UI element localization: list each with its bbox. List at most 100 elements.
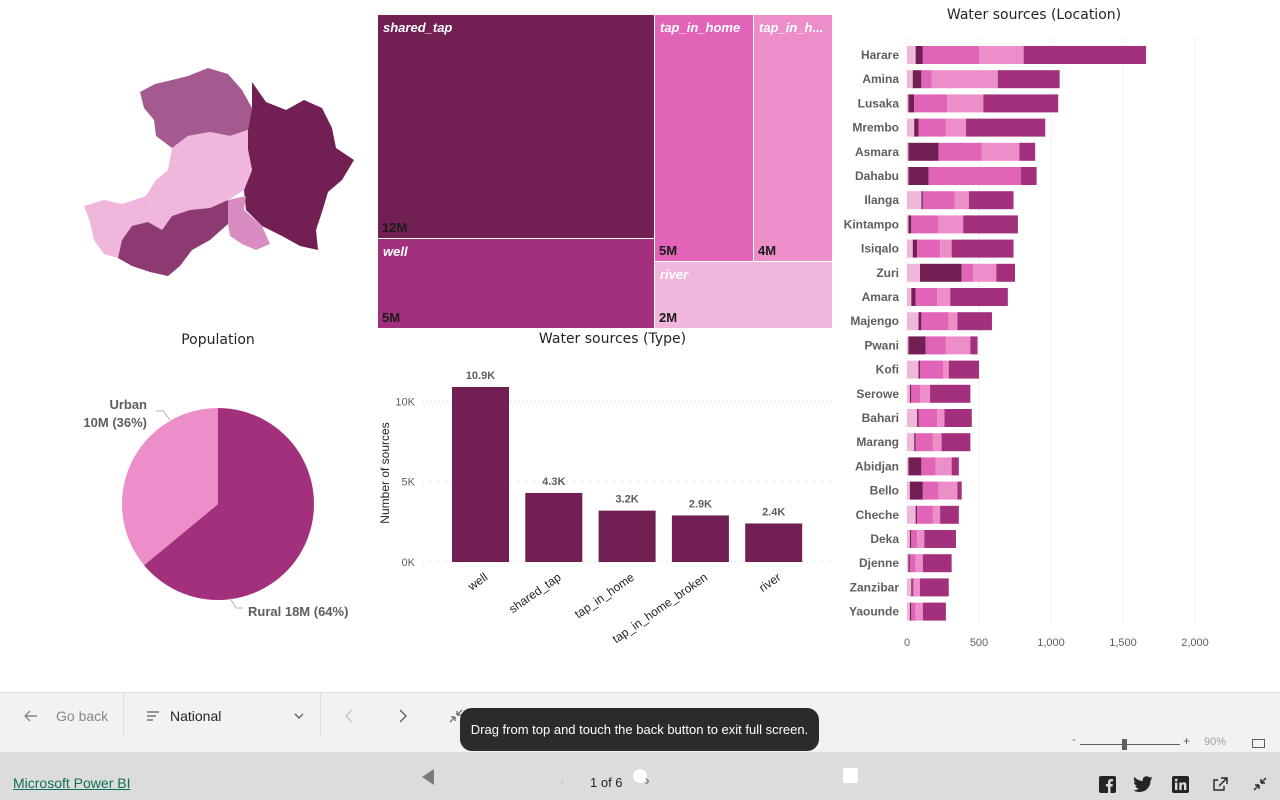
location-bar-segment[interactable] — [907, 239, 913, 258]
android-home-icon[interactable] — [633, 769, 647, 783]
location-bar-segment[interactable] — [1023, 46, 1147, 64]
type-bar[interactable] — [525, 492, 583, 562]
location-bar-segment[interactable] — [911, 288, 916, 306]
location-bar-segment[interactable] — [922, 554, 952, 573]
location-bar-segment[interactable] — [935, 457, 952, 476]
location-bar-segment[interactable] — [915, 554, 923, 573]
location-bar-segment[interactable] — [914, 118, 919, 137]
location-bar-segment[interactable] — [968, 191, 1014, 210]
location-bar-segment[interactable] — [907, 118, 915, 137]
location-bar-segment[interactable] — [911, 530, 918, 548]
exit-fullscreen-icon[interactable] — [1253, 777, 1267, 791]
location-bar-segment[interactable] — [919, 360, 943, 379]
location-bar-segment[interactable] — [983, 94, 1059, 113]
location-bar-segment[interactable] — [921, 457, 936, 476]
location-bar-segment[interactable] — [907, 384, 910, 403]
location-bar-segment[interactable] — [922, 46, 979, 64]
location-bar-segment[interactable] — [921, 191, 923, 210]
location-bar-segment[interactable] — [973, 263, 997, 282]
location-bar-segment[interactable] — [907, 360, 919, 379]
location-bar-segment[interactable] — [945, 336, 971, 355]
location-bar-segment[interactable] — [948, 312, 958, 331]
next-page-button[interactable] — [398, 693, 408, 739]
location-bar-segment[interactable] — [907, 191, 922, 210]
region-map[interactable] — [60, 40, 370, 300]
location-bar-segment[interactable] — [957, 481, 962, 500]
pie-slice-urban[interactable] — [122, 408, 218, 566]
location-bar-segment[interactable] — [938, 481, 958, 500]
location-bar-segment[interactable] — [909, 602, 912, 621]
treemap-cell-well[interactable]: well 5M — [377, 238, 655, 329]
location-bar-segment[interactable] — [907, 288, 912, 306]
location-bar-segment[interactable] — [922, 602, 946, 621]
location-bar-segment[interactable] — [907, 578, 912, 597]
location-bar-segment[interactable] — [917, 530, 925, 548]
location-bar-segment[interactable] — [908, 142, 939, 161]
location-bar-segment[interactable] — [996, 263, 1015, 282]
footer-prev-page-icon[interactable]: ‹ — [560, 772, 565, 788]
footer-next-page-icon[interactable]: › — [645, 772, 650, 788]
location-bar-segment[interactable] — [908, 554, 910, 573]
location-bar-segment[interactable] — [1019, 142, 1036, 161]
location-bar-segment[interactable] — [908, 94, 915, 113]
location-bar-segment[interactable] — [943, 360, 949, 379]
zoom-in-icon[interactable]: + — [1183, 734, 1191, 748]
location-bar-segment[interactable] — [944, 409, 972, 427]
location-bar-segment[interactable] — [911, 602, 916, 621]
zoom-out-icon[interactable]: - — [1072, 734, 1076, 746]
treemap-cell-river[interactable]: river 2M — [654, 261, 833, 329]
location-bar-segment[interactable] — [917, 409, 919, 427]
location-bar-segment[interactable] — [908, 457, 922, 476]
location-bar-segment[interactable] — [966, 118, 1046, 137]
location-bar-segment[interactable] — [908, 215, 912, 234]
pie-slice-rural[interactable] — [144, 408, 314, 600]
location-bar-segment[interactable] — [979, 46, 1024, 64]
treemap-cell-shared-tap[interactable]: shared_tap 12M — [377, 14, 655, 239]
location-bar-segment[interactable] — [907, 46, 916, 64]
twitter-icon[interactable] — [1134, 776, 1153, 792]
exit-fullscreen-button[interactable] — [449, 693, 463, 739]
zoom-slider-thumb[interactable] — [1122, 739, 1127, 750]
water-type-treemap[interactable]: shared_tap 12M well 5M tap_in_home 5M ta… — [377, 14, 833, 329]
location-bar-segment[interactable] — [914, 433, 916, 452]
go-back-button[interactable]: Go back — [22, 693, 108, 739]
location-bar-segment[interactable] — [908, 167, 929, 185]
location-bar-segment[interactable] — [932, 505, 941, 524]
location-bar-segment[interactable] — [915, 433, 933, 452]
location-bar-segment[interactable] — [911, 215, 939, 234]
page-selector-dropdown[interactable]: National — [146, 693, 306, 739]
location-bar-segment[interactable] — [957, 312, 992, 331]
location-bar-segment[interactable] — [907, 167, 909, 185]
location-bar-segment[interactable] — [945, 118, 967, 137]
location-bar-segment[interactable] — [921, 312, 949, 331]
location-bar-segment[interactable] — [909, 554, 916, 573]
location-bar-segment[interactable] — [909, 530, 912, 548]
location-bar-segment[interactable] — [907, 602, 910, 621]
water-type-bar-chart[interactable]: 0K 5K 10K Number of sources 10.9K well 4.3K sha… — [375, 355, 840, 646]
type-bar[interactable] — [452, 387, 509, 562]
location-bar-segment[interactable] — [907, 215, 909, 234]
location-bar-segment[interactable] — [961, 263, 974, 282]
location-bar-segment[interactable] — [947, 94, 984, 113]
location-bar-segment[interactable] — [928, 167, 1021, 185]
location-bar-segment[interactable] — [915, 602, 923, 621]
location-bar-segment[interactable] — [921, 70, 932, 89]
location-bar-segment[interactable] — [907, 409, 918, 427]
location-bar-segment[interactable] — [919, 263, 962, 282]
location-bar-segment[interactable] — [911, 578, 913, 597]
type-bar[interactable] — [745, 523, 803, 562]
location-bar-segment[interactable] — [907, 94, 909, 113]
android-recents-icon[interactable] — [843, 768, 858, 783]
location-bar-segment[interactable] — [931, 70, 998, 89]
water-location-bar-chart[interactable]: 0 500 1,000 1,500 2,000 Harare Amina Lusaka Mrem… — [840, 30, 1230, 660]
location-bar-segment[interactable] — [907, 457, 909, 476]
location-bar-segment[interactable] — [907, 312, 919, 331]
location-bar-segment[interactable] — [907, 481, 910, 500]
zoom-slider-track[interactable] — [1080, 744, 1180, 745]
location-bar-segment[interactable] — [907, 505, 916, 524]
facebook-icon[interactable] — [1099, 776, 1116, 793]
location-bar-segment[interactable] — [914, 94, 948, 113]
location-bar-segment[interactable] — [937, 288, 951, 306]
location-bar-segment[interactable] — [908, 336, 926, 355]
location-bar-segment[interactable] — [919, 578, 949, 597]
